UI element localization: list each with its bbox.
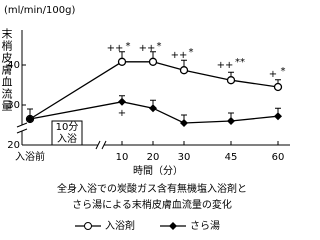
significance: * — [126, 41, 131, 52]
axis-break — [16, 122, 28, 134]
legend-marker — [169, 222, 177, 230]
legend-marker — [84, 222, 92, 230]
x-tick-label: 入浴前 — [15, 150, 45, 163]
legend-label: さら湯 — [190, 219, 220, 232]
x-label: 時間（分） — [133, 165, 183, 177]
x-tick-label: 45 — [225, 152, 238, 163]
significance: ** — [235, 57, 245, 68]
point — [226, 76, 236, 85]
y-unit: (ml/min/100g) — [4, 5, 75, 16]
x-tick-label: 30 — [178, 152, 191, 163]
significance: ++ — [217, 60, 234, 71]
axis-break — [95, 140, 107, 150]
x-tick-label: 20 — [147, 152, 160, 163]
point — [274, 112, 282, 121]
point — [149, 104, 157, 113]
significance: * — [189, 47, 194, 58]
annotation: 10分 — [56, 121, 79, 133]
significance: ++ — [107, 43, 124, 54]
point — [26, 115, 34, 123]
point — [118, 97, 126, 106]
point — [180, 119, 188, 127]
y-tick-label: 20 — [7, 140, 20, 151]
annotation: 入浴 — [57, 133, 77, 145]
title: 全身入浴での炭酸ガス含有無機塩入浴剤と — [57, 182, 247, 195]
y-tick-label: 40 — [7, 60, 20, 71]
annotation-box — [51, 120, 83, 146]
legend-label: 入浴剤 — [105, 219, 135, 232]
point — [117, 57, 127, 66]
point — [179, 66, 189, 75]
point — [148, 57, 158, 66]
significance: * — [281, 66, 286, 77]
significance: * — [157, 41, 162, 52]
x-tick-label: 10 — [116, 152, 129, 163]
series-line — [29, 61, 279, 120]
y-tick-label: 30 — [7, 100, 20, 111]
significance: ++ — [139, 43, 156, 54]
series-line — [29, 101, 279, 124]
chart: (ml/min/100g) 時間（分） 全身入浴での炭酸ガス含有無機塩入浴剤と … — [0, 5, 290, 232]
significance: ++ — [171, 50, 188, 61]
point — [227, 117, 235, 125]
significance: + — [118, 108, 126, 119]
significance: + — [269, 69, 277, 80]
title: さら湯による末梢皮膚血流量の変化 — [72, 198, 232, 211]
y-label: 末梢皮膚血流量 — [0, 27, 13, 112]
x-tick-label: 60 — [272, 152, 285, 163]
point — [273, 82, 283, 92]
